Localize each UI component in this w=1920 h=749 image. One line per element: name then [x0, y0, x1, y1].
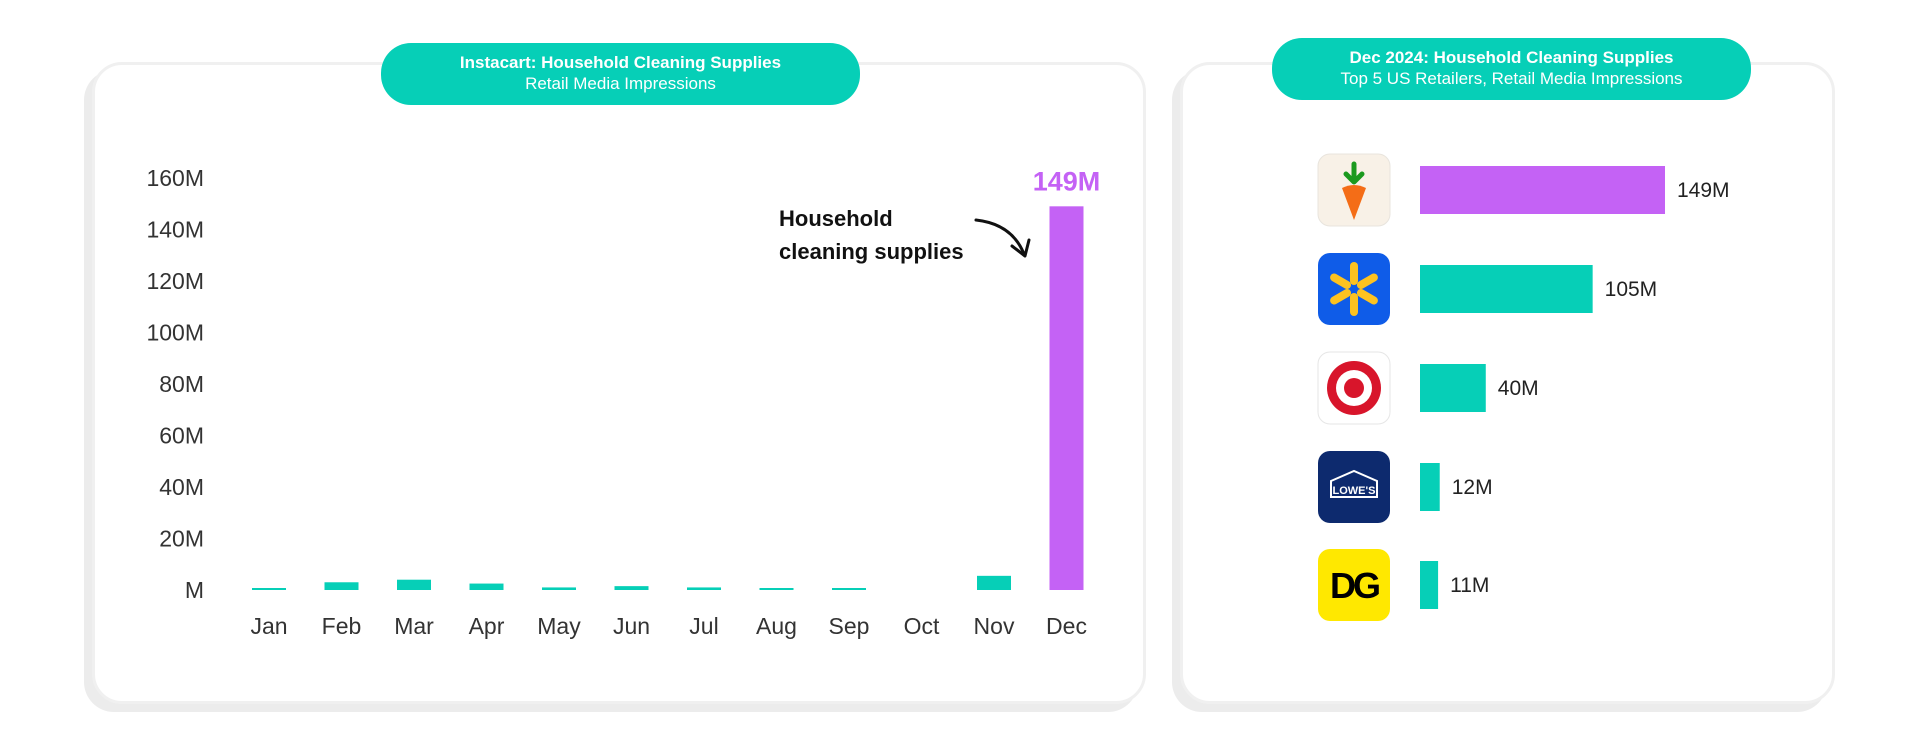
bar-jan — [252, 588, 286, 590]
dg-logo-text: DG — [1330, 565, 1379, 606]
bar-dec — [1049, 206, 1084, 590]
retailer-chart-subtitle: Top 5 US Retailers, Retail Media Impress… — [1340, 69, 1683, 88]
walmart-spark-icon — [1330, 273, 1352, 289]
carrot-icon — [1342, 185, 1366, 220]
x-tick-label: Jul — [689, 613, 718, 639]
x-tick-label: May — [537, 613, 581, 639]
dollar-general-logo — [1318, 549, 1390, 621]
walmart-logo — [1318, 253, 1390, 325]
bar-mar — [397, 579, 431, 590]
retailer-chart-title-pill: Dec 2024: Household Cleaning Supplies To… — [1272, 38, 1751, 100]
walmart-spark-icon — [1330, 289, 1352, 305]
y-tick-label: 60M — [159, 423, 204, 449]
bar-value-label: 105M — [1605, 278, 1658, 301]
lowes-logo — [1318, 451, 1390, 523]
bar-target — [1420, 364, 1486, 412]
annotation-arrowhead — [1010, 238, 1031, 258]
x-tick-label: Nov — [974, 613, 1015, 639]
lowes-house-icon — [1330, 469, 1378, 498]
bar-jun — [614, 586, 649, 590]
bar-sep — [832, 588, 866, 590]
x-tick-label: Jun — [613, 613, 650, 639]
y-tick-label: 80M — [159, 371, 204, 397]
y-tick-label: 100M — [146, 320, 204, 346]
bar-nov — [977, 575, 1011, 590]
bar-value-label: 12M — [1452, 476, 1493, 499]
bar-value-label: 40M — [1498, 377, 1539, 400]
bar-value-label: 149M — [1677, 179, 1730, 202]
carrot-leaf-icon — [1343, 161, 1365, 185]
y-tick-label: M — [185, 577, 204, 603]
bar-may — [542, 587, 576, 590]
bar-instacart — [1420, 166, 1665, 214]
x-tick-label: Apr — [469, 613, 505, 639]
monthly-chart-title: Instacart: Household Cleaning Supplies — [459, 53, 782, 72]
x-tick-label: Mar — [394, 613, 434, 639]
retailer-chart-title: Dec 2024: Household Cleaning Supplies — [1349, 48, 1674, 67]
bar-walmart — [1420, 265, 1593, 313]
monthly-chart-subtitle: Retail Media Impressions — [525, 74, 716, 93]
x-tick-label: Jan — [250, 613, 287, 639]
y-tick-label: 20M — [159, 526, 204, 552]
y-tick-label: 40M — [159, 474, 204, 500]
y-tick-label: 160M — [146, 165, 204, 191]
monthly-chart-card — [92, 62, 1146, 704]
x-tick-label: Sep — [829, 613, 870, 639]
y-tick-label: 140M — [146, 217, 204, 243]
annotation-text: cleaning supplies — [779, 239, 964, 264]
bar-dollar-general — [1420, 561, 1439, 609]
bar-feb — [324, 582, 359, 590]
bar-value-label: 11M — [1450, 574, 1489, 597]
y-tick-label: 120M — [146, 268, 204, 294]
peak-value-label: 149M — [1033, 166, 1101, 196]
monthly-chart-title-pill: Instacart: Household Cleaning Supplies R… — [381, 43, 860, 105]
x-tick-label: Oct — [904, 613, 940, 639]
bar-lowe-s — [1420, 463, 1440, 511]
x-tick-label: Aug — [756, 613, 797, 639]
walmart-spark-icon — [1356, 273, 1378, 289]
bar-aug — [759, 588, 794, 590]
x-tick-label: Dec — [1046, 613, 1087, 639]
x-tick-label: Feb — [322, 613, 362, 639]
bar-apr — [469, 583, 504, 590]
annotation-arrow — [974, 218, 1026, 256]
walmart-spark-icon — [1356, 289, 1378, 305]
annotation-text: Household — [779, 206, 893, 231]
bar-jul — [687, 587, 721, 590]
lowes-logo-text: LOWE'S — [1333, 485, 1376, 497]
bullseye-center — [1344, 378, 1364, 398]
